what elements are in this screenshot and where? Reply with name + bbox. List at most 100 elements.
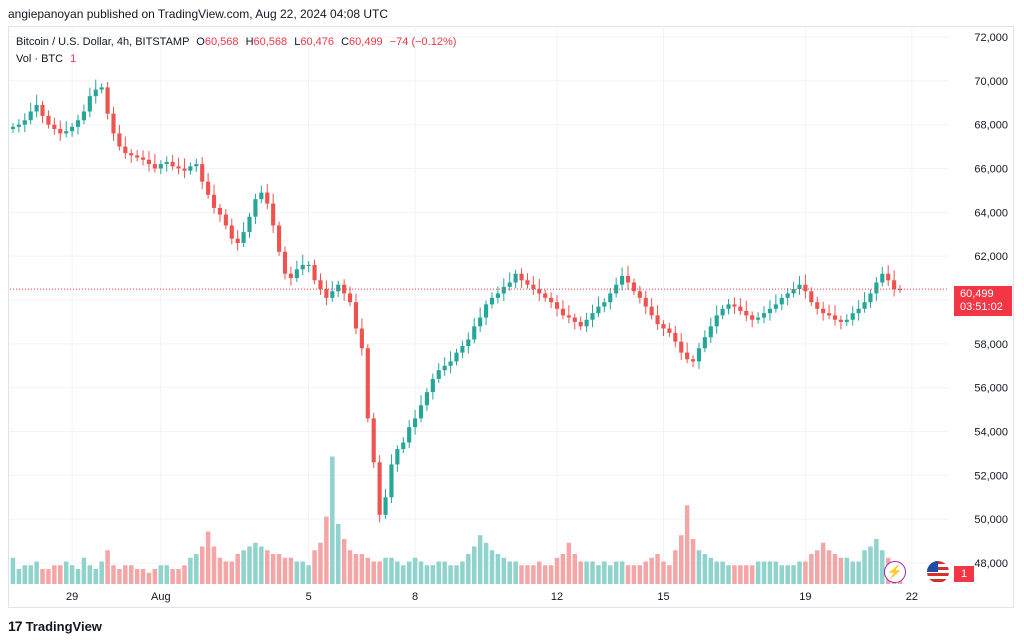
candle-body — [566, 315, 571, 318]
volume-bar — [809, 554, 814, 584]
candle-body — [578, 321, 583, 327]
time-axis[interactable]: 29 Aug 5 8 12 15 19 22 — [66, 591, 918, 603]
volume-bar — [602, 561, 607, 584]
volume-bar — [454, 565, 459, 584]
open-label: O — [196, 36, 205, 48]
volume-bar — [590, 561, 595, 584]
brand-name: TradingView — [25, 618, 102, 634]
candle-body — [584, 319, 589, 327]
lightning-icon[interactable]: ⚡ — [884, 561, 906, 583]
candle-body — [75, 120, 81, 127]
volume-bar — [253, 542, 258, 584]
volume-bars — [10, 456, 903, 584]
volume-bar — [58, 565, 63, 584]
candle-body — [466, 339, 471, 347]
volume-bar — [631, 565, 637, 584]
candle-body — [821, 308, 826, 314]
candle-body — [892, 280, 897, 290]
volume-bar — [507, 561, 512, 584]
volume-bar — [401, 565, 406, 584]
volume-bar — [720, 561, 725, 584]
volume-bar — [501, 557, 507, 584]
candle-body — [696, 348, 702, 362]
volume-bar — [406, 561, 412, 584]
close-value: 60,499 — [349, 36, 383, 48]
price-axis[interactable]: 72,00070,00068,00066,00064,00062,00060,0… — [974, 32, 1008, 570]
candle-body — [797, 284, 802, 290]
volume-bar — [146, 572, 152, 584]
tradingview-logo-icon: 17 — [8, 618, 23, 634]
candle-body — [673, 332, 678, 342]
volume-bar — [460, 561, 465, 584]
candle-body — [549, 297, 554, 303]
volume-bar — [424, 565, 430, 584]
volume-bar — [199, 546, 205, 584]
candle-body — [809, 291, 814, 303]
candle-body — [489, 297, 495, 305]
volume-bar — [696, 550, 702, 584]
candle-body — [850, 313, 855, 320]
change-value: −74 (−0.12%) — [389, 36, 457, 48]
volume-bar — [300, 561, 305, 584]
volume-bar — [513, 561, 518, 584]
candle-body — [442, 365, 447, 371]
volume-bar — [128, 565, 134, 584]
price-tick-label: 68,000 — [974, 120, 1008, 132]
volume-bar — [643, 561, 648, 584]
candle-body — [537, 289, 542, 294]
candle-body — [525, 280, 530, 285]
volume-bar — [525, 565, 530, 584]
candle-body — [708, 326, 713, 338]
volume-bar — [690, 539, 696, 584]
volume-bar — [63, 561, 69, 584]
volume-bar — [359, 554, 365, 584]
volume-bar — [850, 561, 855, 584]
volume-bar — [560, 554, 566, 584]
volume-bar — [483, 542, 489, 584]
volume-bar — [832, 554, 838, 584]
candle-body — [519, 273, 524, 281]
candle-body — [773, 304, 778, 309]
volume-bar — [282, 557, 288, 584]
candle-body — [661, 324, 666, 329]
volume-label[interactable]: Vol · BTC — [16, 53, 64, 65]
candle-body — [779, 297, 784, 305]
candle-body — [785, 293, 790, 298]
candle-body — [312, 264, 317, 281]
volume-bar — [838, 557, 844, 584]
candle-body — [478, 317, 483, 327]
grid-lines — [10, 26, 948, 585]
time-tick-label: 15 — [657, 591, 669, 603]
high-label: H — [245, 36, 254, 48]
us-flag-icon[interactable] — [927, 561, 949, 583]
candle-body — [448, 361, 453, 366]
candle-body — [667, 328, 672, 333]
bar-countdown: 03:51:02 — [960, 301, 1003, 313]
candle-body — [164, 161, 169, 165]
volume-bar — [477, 535, 483, 584]
volume-bar — [111, 565, 116, 584]
symbol-label[interactable]: Bitcoin / U.S. Dollar, 4h, BITSTAMP — [16, 36, 190, 48]
candle-body — [353, 302, 359, 329]
volume-bar — [288, 557, 294, 584]
candle-body — [294, 269, 299, 279]
volume-bar — [389, 557, 394, 584]
volume-bar — [241, 550, 246, 584]
candle-body — [46, 115, 51, 125]
candle-body — [318, 280, 323, 290]
candle-body — [868, 293, 873, 303]
volume-bar — [81, 557, 87, 584]
candle-body — [229, 225, 234, 239]
volume-bar — [265, 550, 270, 584]
candle-body — [22, 120, 27, 125]
volume-bar — [105, 550, 110, 584]
candle-body — [271, 203, 276, 226]
volume-bar — [223, 561, 229, 584]
price-tick-label: 58,000 — [974, 339, 1008, 351]
volume-bar — [217, 557, 223, 584]
candle-body — [495, 293, 500, 298]
last-price-tag: 60,499 03:51:02 — [954, 286, 1012, 316]
candle-body — [176, 166, 181, 169]
chart-frame[interactable] — [8, 26, 1014, 608]
